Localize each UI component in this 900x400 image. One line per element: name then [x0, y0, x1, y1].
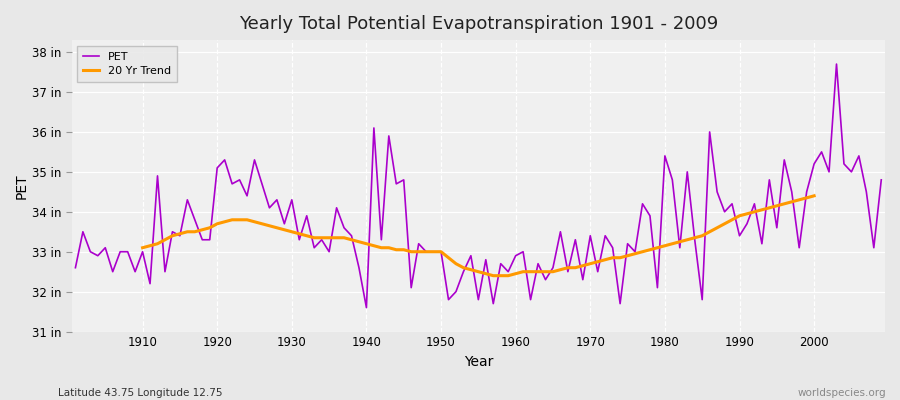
- Line: PET: PET: [76, 64, 881, 308]
- PET: [70, 265, 81, 270]
- 20 Yr Trend: [488, 273, 499, 278]
- PET: [130, 269, 140, 274]
- 20 Yr Trend: [801, 196, 812, 200]
- 20 Yr Trend: [137, 245, 148, 250]
- Text: Latitude 43.75 Longitude 12.75: Latitude 43.75 Longitude 12.75: [58, 388, 223, 398]
- Line: 20 Yr Trend: 20 Yr Trend: [142, 196, 814, 276]
- 20 Yr Trend: [712, 225, 723, 230]
- PET: [608, 245, 618, 250]
- PET: [510, 253, 521, 258]
- X-axis label: Year: Year: [464, 355, 493, 369]
- 20 Yr Trend: [809, 194, 820, 198]
- PET: [338, 225, 349, 230]
- PET: [361, 305, 372, 310]
- Text: worldspecies.org: worldspecies.org: [798, 388, 886, 398]
- Y-axis label: PET: PET: [15, 173, 29, 199]
- 20 Yr Trend: [220, 219, 230, 224]
- 20 Yr Trend: [294, 231, 305, 236]
- 20 Yr Trend: [309, 235, 320, 240]
- 20 Yr Trend: [794, 198, 805, 202]
- PET: [518, 249, 528, 254]
- Legend: PET, 20 Yr Trend: PET, 20 Yr Trend: [77, 46, 177, 82]
- PET: [876, 178, 886, 182]
- PET: [294, 237, 305, 242]
- Title: Yearly Total Potential Evapotranspiration 1901 - 2009: Yearly Total Potential Evapotranspiratio…: [238, 15, 718, 33]
- PET: [831, 62, 842, 66]
